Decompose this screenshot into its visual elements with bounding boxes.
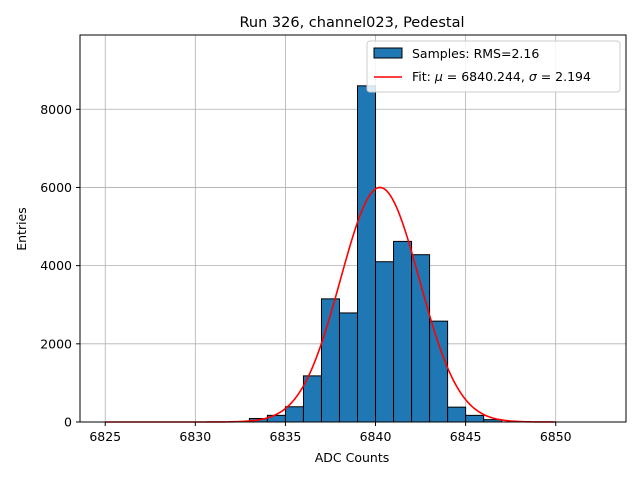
y-tick-label: 2000	[40, 336, 72, 351]
histogram-bar	[338, 312, 359, 423]
x-axis-ticks: 6825 6830 6835 6840 6845 6850	[89, 422, 572, 444]
x-tick-label: 6840	[360, 429, 392, 444]
y-tick-label: 8000	[40, 102, 72, 117]
histogram-bar	[429, 320, 449, 423]
y-tick-label: 6000	[40, 180, 72, 195]
histogram-bar	[375, 261, 395, 423]
histogram-bar	[447, 406, 467, 423]
legend-samples-label: Samples: RMS=2.16	[412, 46, 539, 61]
x-tick-label: 6835	[270, 429, 302, 444]
y-axis-ticks: 0 2000 4000 6000 8000	[40, 102, 80, 430]
histogram-bar	[302, 375, 322, 423]
legend-mu-value: = 6840.244,	[443, 69, 529, 84]
histogram-bar	[465, 414, 485, 423]
x-tick-label: 6850	[540, 429, 572, 444]
legend-fit-label: Fit: μ = 6840.244, σ = 2.194	[412, 69, 591, 84]
y-tick-label: 0	[64, 415, 72, 430]
legend-fit-prefix: Fit:	[412, 69, 435, 84]
legend-samples-swatch	[373, 47, 403, 59]
chart-title: Run 326, channel023, Pedestal	[239, 15, 464, 31]
legend-box	[366, 40, 621, 93]
y-tick-label: 4000	[40, 258, 72, 273]
histogram-bar	[357, 85, 377, 423]
x-tick-label: 6845	[450, 429, 482, 444]
histogram-bar	[411, 254, 431, 423]
histogram-bar	[284, 406, 304, 423]
legend-sigma-value: = 2.194	[537, 69, 591, 84]
legend: Samples: RMS=2.16 Fit: μ = 6840.244, σ =…	[366, 40, 621, 93]
y-axis-label: Entries	[14, 207, 29, 251]
histogram-bar	[393, 240, 413, 423]
x-tick-label: 6825	[89, 429, 121, 444]
plot-frame	[79, 34, 627, 423]
x-axis-label: ADC Counts	[315, 450, 390, 465]
histogram-bars	[248, 85, 503, 423]
legend-mu-symbol: μ	[434, 69, 443, 84]
x-tick-label: 6830	[179, 429, 211, 444]
legend-sigma-symbol: σ	[529, 69, 538, 84]
